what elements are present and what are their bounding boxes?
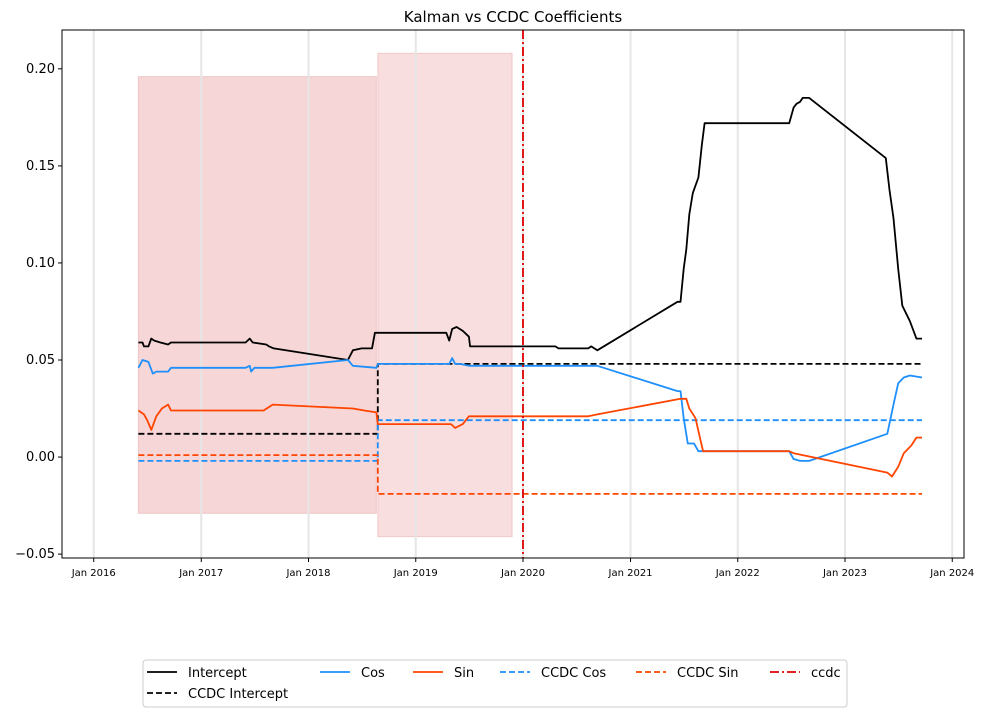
x-tick-label: Jan 2024 (929, 568, 974, 579)
legend-label: CCDC Cos (541, 666, 606, 681)
y-tick-label: 0.10 (26, 256, 55, 271)
x-tick-label: Jan 2021 (608, 568, 653, 579)
legend-box (142, 659, 848, 708)
series-line-ccdc-intercept (138, 362, 922, 435)
legend-label: Intercept (188, 666, 247, 681)
y-tick-label: 0.15 (26, 159, 55, 174)
series-lines (137, 97, 923, 495)
x-tick-label: Jan 2020 (500, 568, 545, 579)
x-tick-label: Jan 2017 (178, 568, 223, 579)
x-tick-label: Jan 2022 (715, 568, 760, 579)
legend-label: Sin (454, 666, 474, 681)
plot-area-frame (61, 29, 965, 559)
series-line-intercept (138, 97, 922, 361)
legend-label: ccdc (811, 666, 841, 681)
shaded-region-2 (377, 52, 513, 538)
shaded-regions (137, 52, 513, 538)
series-line-ccdc-cos (138, 419, 922, 462)
legend-label: CCDC Intercept (188, 687, 288, 702)
legend-label: Cos (361, 666, 385, 681)
y-tick-label: −0.05 (15, 547, 55, 562)
legend: Intercept CCDC Intercept Cos Sin CCDC Cos CCD… (142, 659, 848, 708)
chart-title: Kalman vs CCDC Coefficients (404, 8, 623, 26)
y-tick-label: 0.05 (26, 353, 55, 368)
y-tick-label: 0.00 (26, 450, 55, 465)
x-tick-label: Jan 2023 (822, 568, 867, 579)
y-tick-label: 0.20 (26, 62, 55, 77)
series-line-ccdc-sin (138, 454, 922, 495)
legend-label: CCDC Sin (677, 666, 738, 681)
x-tick-label: Jan 2019 (393, 568, 438, 579)
shaded-region-1 (137, 76, 377, 514)
series-line-sin (137, 397, 922, 478)
series-line-cos (137, 357, 923, 462)
y-axis: 0.20 0.15 0.10 0.05 0.00 −0.05 (15, 62, 62, 562)
x-tick-label: Jan 2018 (285, 568, 330, 579)
x-axis: Jan 2016 Jan 2017 Jan 2018 Jan 2019 Jan 2020… (71, 558, 974, 579)
x-tick-label: Jan 2016 (71, 568, 116, 579)
